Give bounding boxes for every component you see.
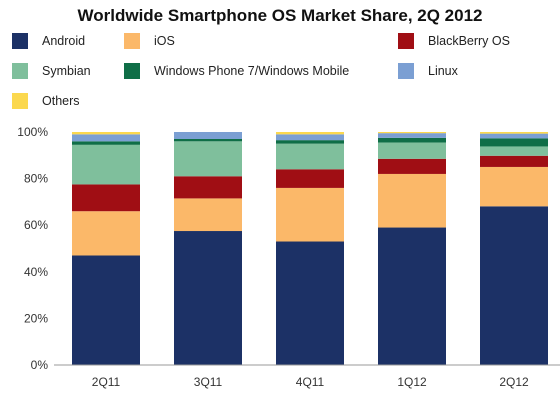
bar-segment <box>378 227 446 365</box>
legend-label-symbian: Symbian <box>42 64 91 78</box>
bar-segment <box>72 134 140 142</box>
bar-segment <box>72 255 140 365</box>
x-tick-label: 4Q11 <box>296 375 325 389</box>
bar-segment <box>276 132 344 135</box>
bar-segment <box>72 211 140 256</box>
bar-segment <box>480 166 548 207</box>
bar-segment <box>174 176 242 199</box>
bar-segment <box>72 144 140 185</box>
legend-item-others: Others <box>12 92 80 110</box>
legend-label-blackberry: BlackBerry OS <box>428 34 510 48</box>
legend-item-android: Android <box>12 32 85 50</box>
chart-title: Worldwide Smartphone OS Market Share, 2Q… <box>77 6 483 25</box>
bar-segment <box>174 198 242 232</box>
x-tick-label: 2Q11 <box>92 375 121 389</box>
legend-swatch-android <box>12 33 28 49</box>
y-tick-label: 60% <box>24 218 48 232</box>
bar-segment <box>276 140 344 144</box>
bar-segment <box>174 132 242 139</box>
y-tick-label: 20% <box>24 311 48 325</box>
legend-label-windows-phone: Windows Phone 7/Windows Mobile <box>154 64 350 78</box>
bar-segment <box>276 241 344 365</box>
bar-segment <box>480 132 548 134</box>
legend-label-android: Android <box>42 34 86 48</box>
bar-segment <box>174 231 242 365</box>
x-axis-labels: 2Q11 3Q11 4Q11 1Q12 2Q12 <box>92 375 529 389</box>
bar-segment <box>378 132 446 134</box>
legend-item-ios: iOS <box>124 32 175 50</box>
bar-segment <box>378 137 446 143</box>
bar-segment <box>480 133 548 139</box>
bar-segment <box>276 187 344 242</box>
y-tick-label: 40% <box>24 265 48 279</box>
bar-segment <box>480 146 548 156</box>
y-tick-label: 100% <box>17 125 48 139</box>
bar-segment <box>276 169 344 188</box>
bar-segment <box>276 134 344 141</box>
bar-segment <box>378 158 446 174</box>
legend-label-others: Others <box>42 94 80 108</box>
x-tick-label: 2Q12 <box>499 375 529 389</box>
bar-segment <box>480 155 548 167</box>
legend-swatch-others <box>12 93 28 109</box>
legend-swatch-blackberry <box>398 33 414 49</box>
legend-swatch-linux <box>398 63 414 79</box>
legend-item-linux: Linux <box>398 62 458 80</box>
legend-item-symbian: Symbian <box>12 62 91 80</box>
legend-swatch-symbian <box>12 63 28 79</box>
y-axis-labels: 0% 20% 40% 60% 80% 100% <box>17 125 48 372</box>
legend-swatch-ios <box>124 33 140 49</box>
bar-segment <box>72 141 140 145</box>
x-tick-label: 3Q11 <box>194 375 223 389</box>
legend: Android iOS BlackBerry OS Symbian Window… <box>0 0 560 120</box>
bar-segment <box>480 138 548 147</box>
y-tick-label: 0% <box>31 358 49 372</box>
legend-item-windows-phone: Windows Phone 7/Windows Mobile <box>124 62 349 80</box>
legend-label-ios: iOS <box>154 34 175 48</box>
bar-segment <box>72 184 140 212</box>
bar-segment <box>276 143 344 170</box>
bar-segment <box>378 133 446 138</box>
bar-segment <box>378 142 446 159</box>
bar-segment <box>378 173 446 228</box>
legend-swatch-windows-phone <box>124 63 140 79</box>
bar-group <box>72 132 548 365</box>
bar-segment <box>174 138 242 142</box>
legend-label-linux: Linux <box>428 64 458 78</box>
bar-segment <box>174 141 242 177</box>
bar-segment <box>480 206 548 365</box>
y-tick-label: 80% <box>24 172 48 186</box>
x-tick-label: 1Q12 <box>397 375 427 389</box>
bar-segment <box>72 132 140 135</box>
legend-item-blackberry: BlackBerry OS <box>398 32 510 50</box>
